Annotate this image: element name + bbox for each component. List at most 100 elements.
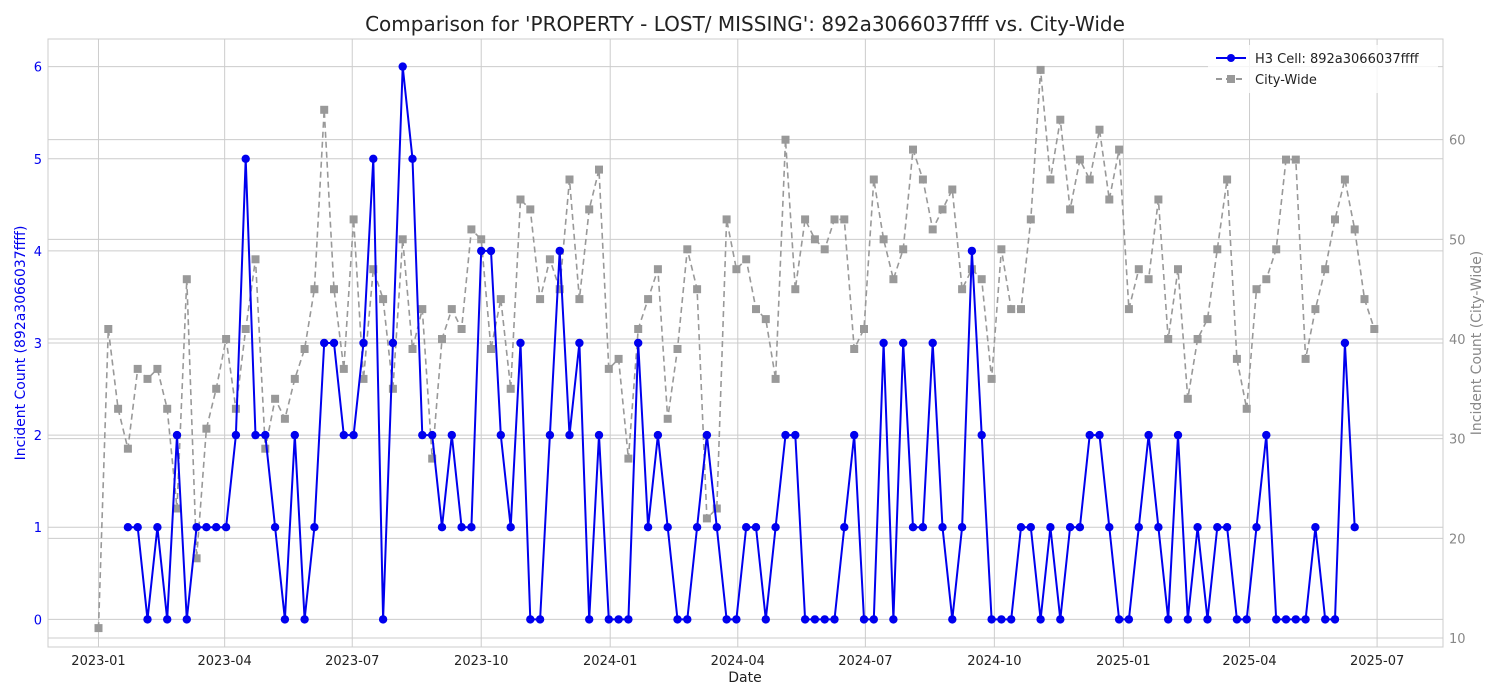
city-wide-data-point — [310, 285, 319, 294]
h3-cell-data-point — [555, 246, 564, 256]
city-wide-data-point — [290, 374, 299, 383]
h3-cell-data-point — [251, 430, 260, 440]
city-wide-data-point — [958, 285, 967, 294]
h3-cell-data-point — [231, 430, 241, 440]
h3-cell-data-point — [810, 615, 820, 624]
h3-cell-data-point — [526, 615, 535, 624]
city-wide-data-point — [673, 345, 682, 353]
city-wide-series — [94, 65, 1379, 633]
city-wide-data-point — [1026, 215, 1035, 224]
left-y-tick-label: 6 — [34, 61, 42, 76]
h3-cell-data-point — [398, 62, 407, 71]
legend-label-h3-cell: H3 Cell: 892a3066037ffff — [1255, 52, 1420, 67]
legend-box — [1208, 45, 1438, 93]
city-wide-data-point — [644, 295, 653, 304]
city-wide-data-point — [280, 414, 289, 423]
h3-cell-data-point — [1007, 615, 1016, 624]
city-wide-data-point — [565, 175, 574, 184]
city-wide-data-point — [624, 454, 633, 463]
city-wide-data-point — [840, 215, 849, 224]
city-wide-data-point — [781, 135, 790, 144]
city-wide-data-point — [1223, 175, 1232, 184]
city-wide-data-point — [339, 364, 348, 373]
city-wide-data-point — [261, 444, 270, 453]
city-wide-data-point — [712, 504, 721, 513]
city-wide-data-point — [418, 305, 427, 314]
city-wide-data-point — [467, 225, 476, 234]
city-wide-data-point — [614, 354, 623, 363]
city-wide-data-point — [104, 325, 113, 333]
city-wide-data-point — [349, 215, 358, 224]
city-wide-data-point — [241, 325, 250, 333]
chart-title: Comparison for 'PROPERTY - LOST/ MISSING… — [365, 12, 1125, 36]
h3-cell-data-point — [565, 430, 574, 440]
h3-cell-data-point — [428, 430, 437, 440]
city-wide-data-point — [683, 245, 692, 254]
h3-cell-data-point — [261, 430, 270, 440]
h3-cell-data-point — [516, 338, 525, 348]
left-y-tick-label: 4 — [34, 245, 42, 260]
h3-cell-data-point — [1095, 430, 1104, 440]
city-wide-data-point — [163, 404, 172, 413]
h3-cell-data-point — [1105, 523, 1114, 532]
legend-label-city-wide: City-Wide — [1255, 73, 1317, 88]
h3-cell-data-point — [241, 154, 250, 163]
h3-cell-data-point — [1281, 615, 1291, 624]
h3-cell-data-point — [899, 338, 908, 348]
x-tick-labels: 2023-01 2023-04 2023-07 2023-10 2024-01 2024-… — [71, 654, 1404, 669]
city-wide-data-point — [477, 235, 486, 244]
h3-cell-data-point — [653, 430, 663, 440]
city-wide-data-point — [1134, 265, 1143, 274]
h3-cell-data-point — [702, 430, 712, 440]
h3-cell-data-point — [889, 615, 898, 624]
h3-cell-data-point — [1321, 615, 1330, 624]
h3-cell-data-point — [879, 338, 888, 348]
right-y-tick-label: 50 — [1449, 233, 1466, 248]
city-wide-data-point — [722, 215, 731, 224]
h3-cell-data-point — [997, 615, 1006, 624]
city-wide-data-point — [1066, 205, 1075, 214]
city-wide-data-point — [1242, 404, 1251, 413]
left-y-tick-label: 5 — [34, 153, 42, 168]
h3-cell-data-point — [800, 615, 810, 624]
city-wide-data-point — [496, 295, 505, 304]
city-wide-data-point — [801, 215, 810, 224]
city-wide-data-point — [1183, 394, 1192, 403]
city-wide-data-point — [143, 374, 152, 383]
h3-cell-data-point — [761, 615, 770, 624]
left-y-tick-label: 1 — [34, 521, 42, 536]
h3-cell-data-point — [840, 523, 849, 532]
city-wide-data-point — [850, 345, 859, 353]
h3-cell-data-point — [869, 615, 878, 624]
city-wide-data-point — [1360, 295, 1369, 304]
h3-cell-data-point — [830, 615, 839, 624]
city-wide-data-point — [379, 295, 388, 304]
h3-cell-data-point — [1291, 615, 1301, 624]
city-wide-data-point — [585, 205, 594, 214]
h3-cell-data-point — [624, 615, 633, 624]
h3-cell-data-point — [1311, 523, 1320, 532]
left-y-tick-labels: 0 1 2 3 4 5 6 — [34, 61, 42, 629]
city-wide-data-point — [752, 305, 760, 314]
h3-cell-data-point — [967, 246, 977, 256]
x-tick-label: 2024-04 — [711, 654, 765, 669]
h3-cell-data-point — [359, 338, 368, 348]
city-wide-data-point — [604, 364, 613, 373]
h3-cell-data-point — [1065, 523, 1075, 532]
h3-cell-data-point — [1242, 615, 1251, 624]
city-wide-data-point — [536, 295, 545, 304]
city-wide-data-point — [977, 275, 986, 284]
x-tick-label: 2023-07 — [325, 654, 379, 669]
city-wide-data-point — [114, 404, 123, 413]
h3-cell-data-point — [938, 523, 947, 532]
h3-cell-data-point — [388, 338, 398, 348]
h3-cell-data-point — [1046, 523, 1055, 532]
city-wide-data-point — [271, 394, 280, 403]
city-wide-data-point — [320, 105, 329, 114]
h3-cell-data-point — [673, 615, 682, 624]
city-wide-data-point — [526, 205, 535, 214]
city-wide-data-point — [869, 175, 878, 184]
city-wide-data-point — [1272, 245, 1281, 254]
h3-cell-data-point — [369, 154, 378, 163]
